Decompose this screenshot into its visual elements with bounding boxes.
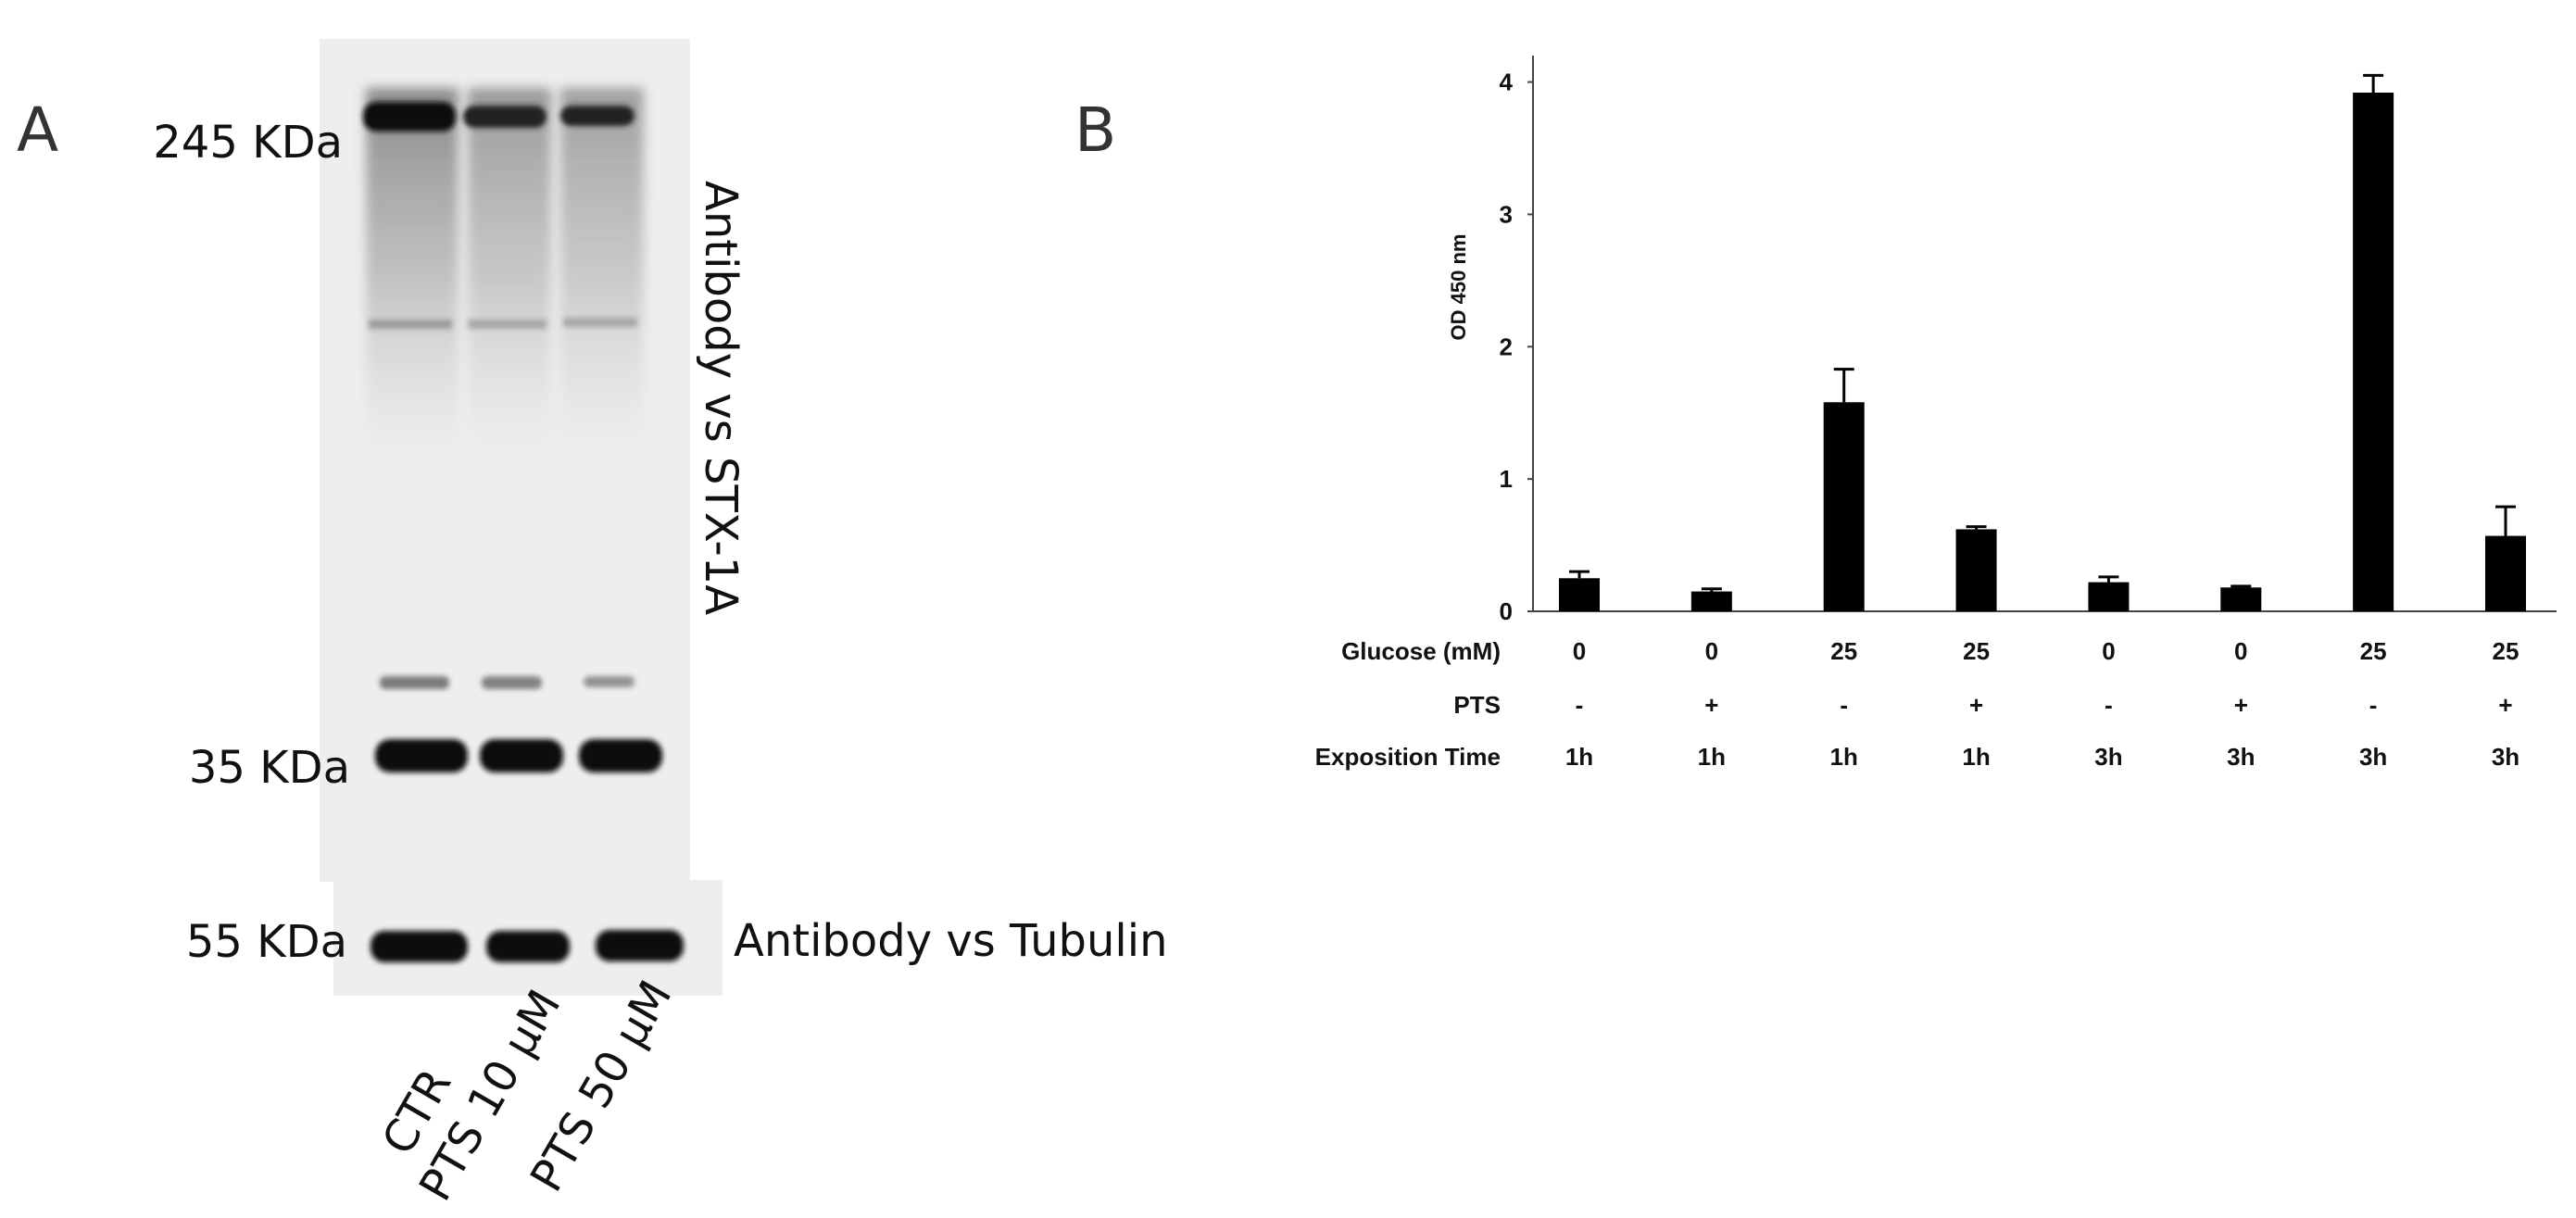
band-small-pts10 [482,676,542,689]
condition-cell: 0 [1705,637,1718,665]
condition-cell: + [1969,691,1983,719]
bar [1690,591,1732,611]
band-35-pts10 [480,739,563,772]
condition-cell: 0 [2102,637,2115,665]
bar [1559,578,1600,611]
condition-row-label: Glucose (mM) [1341,637,1501,665]
condition-cell: + [2498,691,2512,719]
condition-cell: - [1576,691,1584,719]
band-faint-ctr [369,320,452,329]
condition-cell: 3h [2492,743,2519,771]
band-small-ctr [380,676,449,689]
band-245-pts50 [560,106,635,126]
condition-cell: 1h [1698,743,1726,771]
condition-cell: 3h [2227,743,2255,771]
blot-stx1a [320,39,690,882]
condition-cell: - [1840,691,1848,719]
bar-chart: 0 1 2 3 4 OD 450 nm Glucose (mM) 0 0 25 25 0 0 25 25 PT… [1315,56,2557,771]
band-55-ctr [371,931,468,962]
bar [2485,535,2526,611]
condition-cell: 1h [1565,743,1593,771]
condition-cell: 0 [1573,637,1586,665]
y-tick-label: 2 [1500,333,1513,360]
y-tick-label: 1 [1500,465,1513,493]
band-faint-pts10 [468,320,547,329]
condition-cell: 1h [1962,743,1990,771]
condition-row-label: Exposition Time [1315,743,1501,771]
condition-cell: 25 [1963,637,1990,665]
band-small-pts50 [584,676,635,687]
condition-cell: - [2105,691,2113,719]
y-tick-label: 3 [1500,200,1513,228]
panel-b: B 0 1 2 3 4 OD 450 nm Glucose (mM) 0 0 25 25 0 0 25 25… [1074,56,2557,771]
band-35-ctr [375,739,468,772]
antibody-label-tubulin: Antibody vs Tubulin [734,915,1168,967]
band-245-pts10 [463,106,547,128]
mw-marker-55: 55 KDa [186,916,347,968]
condition-cell: - [2369,691,2378,719]
bar [2088,582,2130,611]
panel-b-letter: B [1074,94,1116,166]
band-55-pts50 [596,930,684,961]
blot-tubulin [333,880,723,996]
condition-cell: 1h [1830,743,1858,771]
condition-row-label: PTS [1453,691,1501,719]
band-55-pts10 [486,931,570,962]
condition-cell: + [1704,691,1718,719]
condition-cell: 3h [2094,743,2122,771]
condition-cell: + [2234,691,2248,719]
condition-cell: 25 [1830,637,1857,665]
mw-marker-35: 35 KDa [189,742,350,794]
band-245-ctr [363,102,456,132]
condition-cell: 25 [2360,637,2387,665]
bar [2220,587,2262,611]
condition-cell: 25 [2493,637,2519,665]
bar [1823,402,1865,611]
y-tick-label: 4 [1500,69,1514,96]
band-35-pts50 [579,739,662,772]
bar [1955,529,1997,611]
lane-pts50-smear [560,88,644,458]
panel-a-letter: A [17,94,58,166]
y-axis-label: OD 450 nm [1447,234,1470,341]
antibody-label-stx1a: Antibody vs STX-1A [695,181,747,615]
condition-cell: 0 [2234,637,2247,665]
lane-pts10-smear [468,88,551,458]
panel-a: A [17,39,1168,1210]
bar [2353,93,2394,611]
y-tick-label: 0 [1500,597,1513,625]
band-faint-pts50 [563,318,637,327]
mw-marker-245: 245 KDa [153,117,343,169]
lane-ctr-smear [366,88,459,458]
condition-cell: 3h [2359,743,2387,771]
